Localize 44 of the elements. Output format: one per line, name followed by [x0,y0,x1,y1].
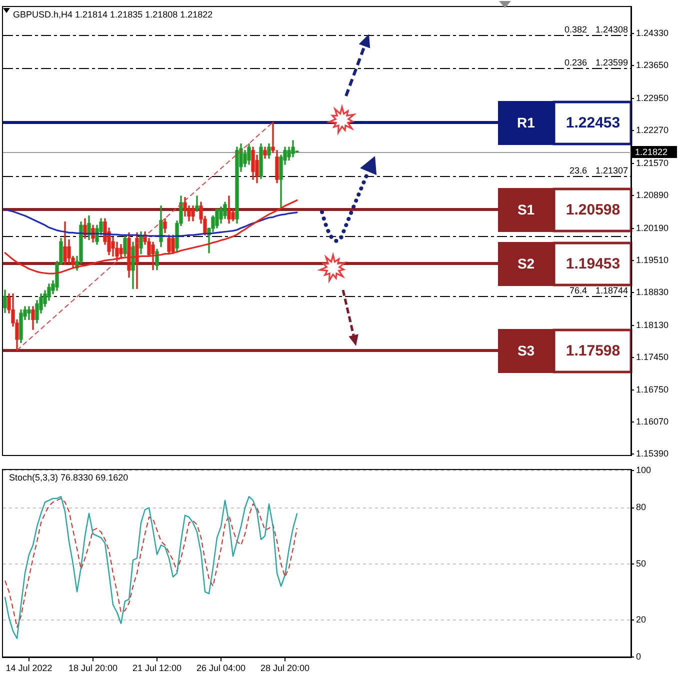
annotation: 0.236 [564,57,587,68]
y-tick-label: 100 [636,464,652,475]
ref-line-label: 1.18744 [595,285,628,296]
x-tick-label: 14 Jul 2022 [6,663,52,674]
y-tick-label: 1.15390 [636,448,669,459]
annotation: S3 [517,342,535,358]
annotation: 76.4 [569,285,587,296]
y-tick-label: 1.18130 [636,320,669,330]
ref-line-label: 1.21822 [635,146,668,157]
y-tick-label: 1.22270 [636,125,669,136]
annotation: 0.382 [564,24,587,34]
x-tick-label: 26 Jul 04:00 [196,663,246,674]
y-tick-label: 1.20190 [636,222,669,233]
annotation: S2 [517,255,535,272]
y-tick-label: 1.16070 [636,416,669,427]
ref-line-label: 1.22453 [566,114,620,132]
ref-line-label: 1.23599 [595,57,628,68]
x-tick-label: 18 Jul 20:00 [68,663,118,674]
chart-title: Stoch(5,3,3) 76.8330 69.1620 [9,472,128,482]
y-tick-label: 80 [636,502,646,512]
y-tick-label: 1.19510 [636,254,669,265]
ref-line-label: 1.17598 [566,342,620,360]
x-tick-label: 21 Jul 12:00 [132,663,182,674]
y-tick-label: 1.23650 [636,60,669,70]
ref-line-label: 1.24308 [595,24,628,34]
x-tick-label: 28 Jul 20:00 [260,663,310,674]
annotation: S1 [517,201,535,218]
chart-title: GBPUSD.h,H4 1.21814 1.21835 1.21808 1.21822 [13,9,213,20]
y-tick-label: 0 [636,652,642,662]
y-tick-label: 1.20890 [636,190,669,200]
y-tick-label: 1.16750 [636,384,669,395]
annotation: R1 [517,114,536,130]
y-tick-label: 1.21570 [636,158,669,168]
y-tick-label: 1.24330 [636,28,669,38]
y-tick-label: 50 [636,558,646,568]
annotation: 23.6 [569,165,587,176]
y-tick-label: 20 [636,614,646,624]
ref-line-label: 1.21307 [595,165,628,176]
ref-line-label: 1.19453 [566,256,620,273]
ref-line-label: 1.20598 [566,202,620,219]
candlestick [195,196,199,212]
y-tick-label: 1.22950 [636,93,669,104]
y-tick-label: 1.17450 [636,352,669,362]
y-tick-label: 1.18830 [636,286,669,297]
